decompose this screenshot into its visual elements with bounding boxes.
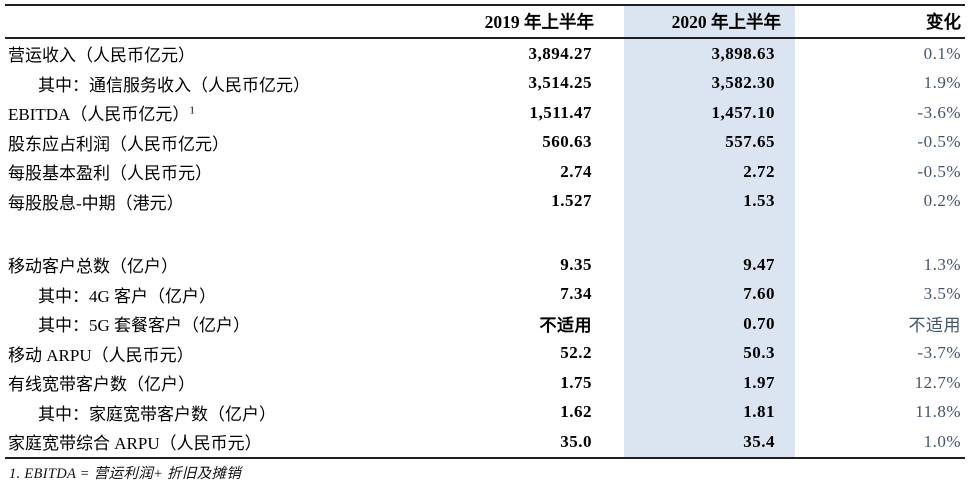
row-label: 家庭宽带综合 ARPU（人民币元）: [8, 434, 262, 454]
column-header-2019: 2019 年上半年: [440, 5, 624, 39]
value-2019: 1.527: [551, 191, 592, 211]
value-change: -0.5%: [917, 161, 961, 181]
value-2019: 35.0: [560, 431, 592, 451]
value-2020: 1.53: [624, 186, 795, 216]
value-change: 3.5%: [923, 284, 961, 304]
value-2020: 0.70: [624, 309, 795, 339]
table-row: 其中：5G 套餐客户（亿户） 不适用 0.70 不适用: [5, 309, 965, 339]
row-label: 其中：家庭宽带客户数（亿户）: [38, 404, 276, 424]
column-header-label: [5, 5, 440, 39]
value-2020: 1.81: [624, 397, 795, 427]
footnote-reference: 1: [189, 104, 195, 117]
value-change: 不适用: [908, 316, 961, 336]
value-2020: 2.72: [624, 157, 795, 187]
value-change: [795, 216, 965, 250]
value-change: 1.9%: [923, 73, 961, 93]
value-2019: 1,511.47: [529, 102, 592, 122]
row-label: 营运收入（人民币亿元）: [8, 46, 195, 66]
table-row: 移动客户总数（亿户） 9.35 9.47 1.3%: [5, 250, 965, 280]
column-header-change: 变化: [795, 5, 965, 39]
value-change: 12.7%: [914, 372, 961, 392]
value-change: -0.5%: [917, 132, 961, 152]
value-2019: 1.75: [560, 372, 592, 392]
header-row: 2019 年上半年 2020 年上半年 变化: [5, 5, 965, 39]
value-2020: 7.60: [624, 279, 795, 309]
table-row: 家庭宽带综合 ARPU（人民币元） 35.0 35.4 1.0%: [5, 427, 965, 458]
value-2019: 52.2: [560, 343, 592, 363]
value-2020: 1.97: [624, 368, 795, 398]
value-change: 0.2%: [923, 191, 961, 211]
value-2019: 不适用: [539, 316, 592, 336]
row-label: [5, 216, 440, 250]
value-2020: 3,898.63: [624, 38, 795, 69]
value-change: -3.6%: [917, 102, 961, 122]
value-2020: 35.4: [624, 427, 795, 458]
table-row: 其中：家庭宽带客户数（亿户） 1.62 1.81 11.8%: [5, 397, 965, 427]
value-2020: 50.3: [624, 338, 795, 368]
value-2020: 3,582.30: [624, 68, 795, 98]
value-2019: 7.34: [560, 284, 592, 304]
row-label: 移动客户总数（亿户）: [8, 257, 178, 277]
value-change: 1.0%: [923, 431, 961, 451]
value-2019: 560.63: [542, 132, 592, 152]
row-label: 移动 ARPU（人民币元）: [8, 345, 194, 365]
table-row: EBITDA（人民币亿元）1 1,511.47 1,457.10 -3.6%: [5, 98, 965, 128]
value-2019: 2.74: [560, 161, 592, 181]
table-row: 其中：通信服务收入（人民币亿元） 3,514.25 3,582.30 1.9%: [5, 68, 965, 98]
table-row: 每股股息-中期（港元） 1.527 1.53 0.2%: [5, 186, 965, 216]
value-2019: [440, 216, 624, 250]
value-2019: 9.35: [560, 254, 592, 274]
row-label: 每股股息-中期（港元）: [8, 193, 184, 213]
value-change: 0.1%: [923, 43, 961, 63]
value-2020: 9.47: [624, 250, 795, 280]
row-label: 其中：通信服务收入（人民币亿元）: [38, 75, 310, 95]
table-row: 每股基本盈利（人民币元） 2.74 2.72 -0.5%: [5, 157, 965, 187]
row-label-text: EBITDA（人民币亿元）: [8, 105, 190, 125]
value-2019: 1.62: [560, 402, 592, 422]
row-label: 每股基本盈利（人民币元）: [8, 164, 212, 184]
row-label: 其中：5G 套餐客户（亿户）: [38, 316, 251, 336]
row-label: 有线宽带客户数（亿户）: [8, 375, 195, 395]
value-2019: 3,514.25: [528, 73, 592, 93]
value-change: -3.7%: [917, 343, 961, 363]
financial-highlights-table: 2019 年上半年 2020 年上半年 变化 营运收入（人民币亿元） 3,894…: [5, 4, 965, 459]
table-row: 有线宽带客户数（亿户） 1.75 1.97 12.7%: [5, 368, 965, 398]
row-label: 股东应占利润（人民币亿元）: [8, 134, 229, 154]
spacer-row: [5, 216, 965, 250]
footnote: 1. EBITDA = 营运利润+ 折旧及摊销: [9, 465, 242, 482]
value-change: 11.8%: [915, 402, 961, 422]
value-2020: [624, 216, 795, 250]
value-2019: 3,894.27: [528, 43, 592, 63]
table-row: 其中：4G 客户（亿户） 7.34 7.60 3.5%: [5, 279, 965, 309]
row-label: 其中：4G 客户（亿户）: [38, 286, 217, 306]
table-row: 移动 ARPU（人民币元） 52.2 50.3 -3.7%: [5, 338, 965, 368]
value-change: 1.3%: [923, 254, 961, 274]
table-row: 股东应占利润（人民币亿元） 560.63 557.65 -0.5%: [5, 127, 965, 157]
row-label: EBITDA（人民币亿元）1: [5, 98, 440, 128]
table-row: 营运收入（人民币亿元） 3,894.27 3,898.63 0.1%: [5, 38, 965, 69]
value-2020: 1,457.10: [624, 98, 795, 128]
column-header-2020: 2020 年上半年: [624, 5, 795, 39]
value-2020: 557.65: [624, 127, 795, 157]
